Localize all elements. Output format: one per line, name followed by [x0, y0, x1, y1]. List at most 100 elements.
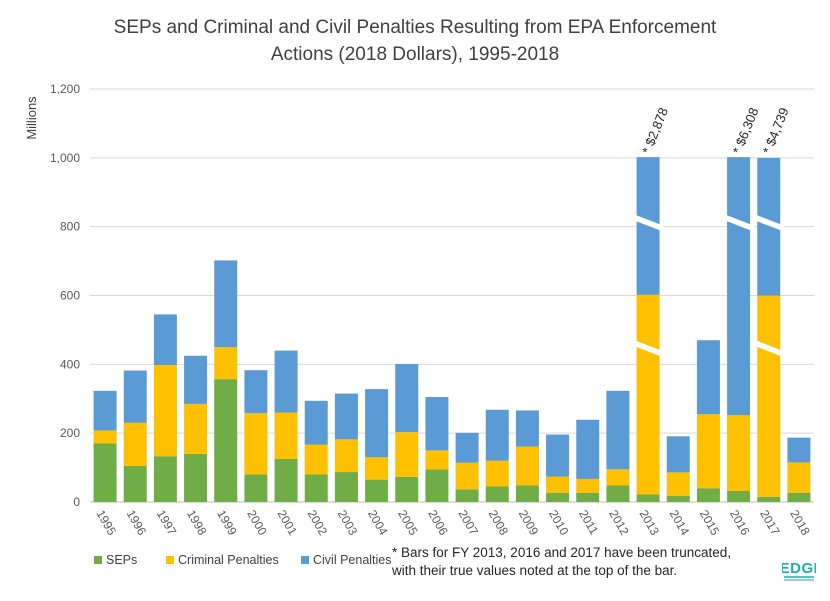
bar-civil-penalties-2001 — [274, 350, 298, 413]
bar-civil-penalties-2011 — [576, 419, 600, 479]
truncation-label-2016: * $6,308 — [729, 105, 761, 156]
bar-criminal-penalties-2004 — [365, 457, 389, 480]
bar-criminal-penalties-2013 — [636, 294, 660, 495]
bar-criminal-penalties-2015 — [696, 414, 720, 489]
bar-criminal-penalties-2003 — [334, 439, 358, 473]
y-tick-label: 800 — [60, 220, 80, 234]
x-tick-label-2007: 2007 — [455, 508, 481, 538]
bar-criminal-penalties-1997 — [153, 365, 177, 457]
bar-seps-1998 — [184, 453, 208, 502]
bar-criminal-penalties-2012 — [606, 469, 630, 486]
break-mark-2017 — [753, 213, 785, 232]
note-line-2: with their true values noted at the top … — [392, 563, 678, 578]
truncation-label-2013: * $2,878 — [639, 105, 671, 156]
legend-swatch-criminal-penalties — [166, 556, 174, 564]
bar-criminal-penalties-2017 — [757, 295, 781, 497]
bar-criminal-penalties-2005 — [395, 432, 419, 477]
legend-label-civil-penalties: Civil Penalties — [313, 553, 392, 567]
x-tick-label-1998: 1998 — [184, 508, 210, 538]
x-tick-label-2015: 2015 — [697, 508, 723, 538]
bar-civil-penalties-1995 — [93, 390, 117, 431]
bar-civil-penalties-2009 — [515, 410, 539, 447]
bar-criminal-penalties-2011 — [576, 478, 600, 493]
bar-civil-penalties-2012 — [606, 390, 630, 470]
x-tick-label-2014: 2014 — [667, 508, 693, 538]
bar-seps-1996 — [123, 465, 147, 502]
bar-seps-2008 — [485, 486, 509, 502]
bar-criminal-penalties-1996 — [123, 422, 147, 466]
legend-label-seps: SEPs — [106, 553, 137, 567]
x-tick-label-2006: 2006 — [425, 508, 451, 538]
break-mark-2017 — [753, 339, 785, 358]
bar-seps-2002 — [304, 474, 328, 502]
bar-seps-1999 — [214, 379, 238, 502]
chart-title-line-2: Actions (2018 Dollars), 1995-2018 — [271, 44, 559, 65]
x-tick-label-2003: 2003 — [335, 508, 361, 538]
bar-seps-2000 — [244, 474, 268, 502]
legend-label-criminal-penalties: Criminal Penalties — [178, 553, 279, 567]
bar-seps-2012 — [606, 485, 630, 502]
x-tick-label-1996: 1996 — [124, 508, 150, 538]
bar-civil-penalties-2003 — [334, 393, 358, 440]
bar-criminal-penalties-2001 — [274, 412, 298, 459]
y-axis-label: Millions — [24, 96, 39, 140]
break-mark-2016 — [723, 213, 755, 232]
legend-swatch-seps — [94, 556, 102, 564]
bar-criminal-penalties-2002 — [304, 444, 328, 475]
legend: SEPs Criminal Penalties Civil Penalties — [94, 553, 392, 567]
bar-seps-2015 — [696, 488, 720, 502]
chart-title-line-1: SEPs and Criminal and Civil Penalties Re… — [114, 17, 717, 38]
bar-criminal-penalties-1998 — [184, 403, 208, 454]
edgi-logo-text: EDGI — [782, 560, 816, 577]
x-tick-label-2012: 2012 — [606, 508, 632, 538]
bar-seps-2009 — [515, 485, 539, 502]
y-tick-label: 600 — [60, 289, 80, 303]
y-tick-label: 200 — [60, 426, 80, 440]
bar-seps-2017 — [757, 496, 781, 502]
bar-seps-2003 — [334, 472, 358, 502]
legend-swatch-civil-penalties — [301, 556, 309, 564]
bar-criminal-penalties-2009 — [515, 446, 539, 486]
bar-civil-penalties-2014 — [666, 436, 690, 473]
bar-civil-penalties-2007 — [455, 432, 479, 463]
x-tick-label-2008: 2008 — [486, 508, 512, 538]
bar-civil-penalties-2006 — [425, 397, 449, 451]
bar-civil-penalties-2005 — [395, 363, 419, 433]
truncation-breaks — [632, 213, 785, 358]
bar-civil-penalties-1998 — [184, 355, 208, 404]
bar-criminal-penalties-2006 — [425, 450, 449, 470]
y-tick-label: 400 — [60, 357, 80, 371]
x-tick-label-2002: 2002 — [305, 508, 331, 538]
truncation-annotations: * $2,878 * $6,308* $4,739 — [639, 105, 792, 156]
bar-seps-2018 — [787, 492, 811, 502]
break-mark-2013 — [632, 213, 664, 232]
bar-criminal-penalties-2010 — [546, 476, 570, 493]
bar-criminal-penalties-2008 — [485, 460, 509, 487]
x-tick-label-1995: 1995 — [93, 508, 119, 538]
bar-civil-penalties-1999 — [214, 260, 238, 348]
bar-seps-2006 — [425, 469, 449, 502]
bars — [93, 157, 811, 502]
y-tick-labels: 0 200 400 600 800 1,000 1,200 — [50, 82, 80, 509]
x-tick-label-2004: 2004 — [365, 508, 391, 538]
bar-criminal-penalties-2016 — [727, 415, 751, 491]
truncation-label-2017: * $4,739 — [760, 105, 792, 156]
bar-seps-2007 — [455, 489, 479, 502]
gridlines — [90, 88, 814, 503]
x-tick-label-2005: 2005 — [395, 508, 421, 538]
bar-seps-2010 — [546, 492, 570, 502]
x-tick-label-2016: 2016 — [727, 508, 753, 538]
bar-seps-2016 — [727, 490, 751, 502]
x-tick-label-2001: 2001 — [274, 508, 300, 538]
truncation-note: * Bars for FY 2013, 2016 and 2017 have b… — [392, 544, 812, 580]
x-tick-label-2011: 2011 — [576, 508, 601, 538]
bar-seps-1997 — [153, 456, 177, 502]
bar-civil-penalties-2013 — [636, 157, 660, 295]
note-line-1: * Bars for FY 2013, 2016 and 2017 have b… — [392, 545, 731, 560]
bar-criminal-penalties-1999 — [214, 347, 238, 380]
edgi-logo: EDGI — [782, 560, 816, 581]
bar-civil-penalties-2000 — [244, 370, 268, 414]
bar-civil-penalties-2010 — [546, 434, 570, 477]
bar-criminal-penalties-2000 — [244, 413, 268, 475]
x-tick-label-2009: 2009 — [516, 508, 542, 538]
